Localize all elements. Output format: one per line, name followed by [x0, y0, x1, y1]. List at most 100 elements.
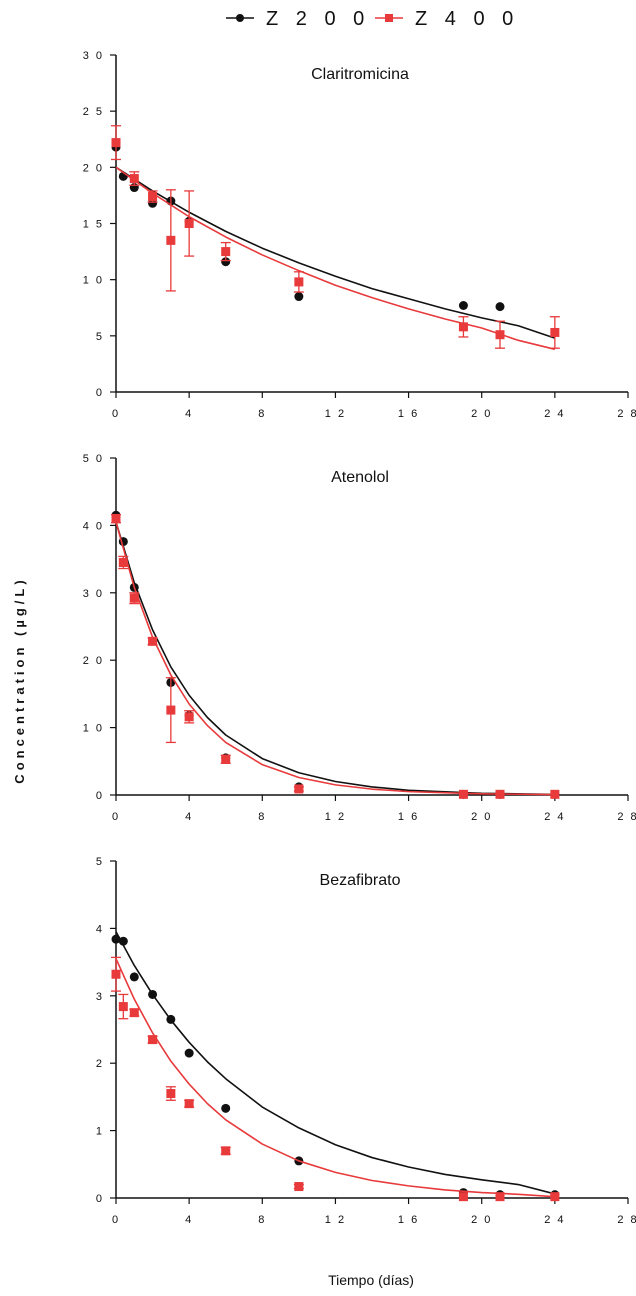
- data-point-z400: [458, 1192, 468, 1202]
- data-point-z200: [294, 292, 304, 302]
- y-tick-label: 2 0: [83, 162, 104, 174]
- data-point-z400: [148, 1035, 158, 1045]
- fit-curve-z400: [115, 521, 555, 796]
- data-point-z400: [166, 705, 176, 715]
- panel-title: Bezafibrato: [320, 872, 401, 889]
- fit-curve-z200: [115, 521, 555, 796]
- data-point-z200: [148, 989, 158, 999]
- x-tick-label: 0: [112, 408, 120, 420]
- y-tick-label: 3: [96, 991, 104, 1003]
- data-point-z400: [458, 322, 468, 332]
- y-tick-label: 2 5: [83, 106, 104, 118]
- x-tick-label: 2 8: [617, 408, 636, 420]
- data-point-z400: [495, 330, 505, 340]
- data-point-z400: [221, 1146, 231, 1156]
- panel-title: Claritromicina: [311, 66, 409, 83]
- data-point-z400: [550, 1192, 560, 1202]
- x-tick-label: 8: [258, 1214, 266, 1226]
- y-tick-label: 2 0: [83, 655, 104, 667]
- data-point-z200: [221, 1103, 231, 1113]
- data-point-z400: [118, 1002, 128, 1012]
- data-point-z400: [221, 754, 231, 764]
- data-point-z400: [129, 174, 139, 184]
- y-tick-label: 4: [96, 923, 104, 935]
- data-point-z400: [111, 969, 121, 979]
- data-point-z400: [495, 789, 505, 799]
- legend-label-z200: Z 2 0 0: [266, 8, 370, 30]
- x-tick-label: 1 6: [398, 408, 419, 420]
- data-point-z400: [294, 784, 304, 794]
- data-point-z200: [184, 1048, 194, 1058]
- x-tick-label: 1 2: [325, 408, 346, 420]
- x-tick-label: 8: [258, 408, 266, 420]
- data-point-z400: [294, 277, 304, 287]
- y-tick-label: 5 0: [83, 453, 104, 465]
- panel-title: Atenolol: [331, 469, 389, 486]
- y-axis-title: Concentration (µg/L): [12, 576, 27, 783]
- data-point-z400: [166, 1089, 176, 1099]
- data-point-z400: [294, 1182, 304, 1192]
- x-tick-label: 2 4: [544, 1214, 565, 1226]
- data-point-z400: [111, 138, 121, 148]
- x-tick-label: 2 0: [471, 811, 492, 823]
- x-tick-label: 0: [112, 1214, 120, 1226]
- legend: Z 2 0 0 Z 4 0 0: [226, 8, 519, 30]
- x-tick-label: 4: [185, 408, 193, 420]
- y-tick-label: 5: [96, 331, 104, 343]
- data-point-z400: [129, 593, 139, 603]
- y-tick-label: 1: [96, 1126, 104, 1138]
- data-point-z200: [458, 301, 468, 311]
- x-tick-label: 1 2: [325, 1214, 346, 1226]
- data-point-z200: [166, 1014, 176, 1024]
- panel-atenolol: 0 1 0 2 0 3 0 4 0 5 0 0 4 8 1 2 1 6 2 0 2 4 2 8 Atenol…: [83, 453, 636, 823]
- y-tick-label: 0: [96, 790, 104, 802]
- legend-label-z400: Z 4 0 0: [415, 8, 519, 30]
- y-tick-label: 3 0: [83, 588, 104, 600]
- fit-curve-z400: [115, 958, 555, 1198]
- x-axis-title: Tiempo (días): [328, 1272, 414, 1288]
- data-point-z400: [166, 235, 176, 245]
- data-point-z400: [550, 789, 560, 799]
- x-tick-label: 4: [185, 811, 193, 823]
- x-tick-label: 1 2: [325, 811, 346, 823]
- fit-curve-z200: [115, 166, 556, 339]
- data-point-z400: [184, 712, 194, 722]
- x-tick-label: 2 4: [544, 811, 565, 823]
- data-point-z400: [148, 192, 158, 202]
- y-tick-label: 4 0: [83, 520, 104, 532]
- y-tick-label: 0: [96, 1193, 104, 1205]
- data-point-z200: [221, 257, 231, 267]
- fit-curve-z200: [115, 931, 556, 1195]
- y-tick-label: 3 0: [83, 50, 104, 62]
- x-tick-label: 2 0: [471, 1214, 492, 1226]
- data-point-z400: [184, 219, 194, 228]
- data-point-z200: [129, 972, 139, 982]
- x-tick-label: 2 0: [471, 408, 492, 420]
- x-tick-label: 2 8: [617, 811, 636, 823]
- data-point-z400: [221, 247, 231, 257]
- data-point-z400: [550, 327, 560, 337]
- x-tick-label: 1 6: [398, 811, 419, 823]
- y-tick-label: 1 0: [83, 723, 104, 735]
- y-tick-label: 2: [96, 1058, 104, 1070]
- x-tick-label: 2 4: [544, 408, 565, 420]
- data-point-z400: [148, 636, 158, 646]
- legend-marker-z400: [385, 14, 393, 22]
- x-tick-label: 4: [185, 1214, 193, 1226]
- data-point-z400: [111, 514, 121, 524]
- data-point-z200: [118, 936, 128, 946]
- x-tick-label: 2 8: [617, 1214, 636, 1226]
- data-point-z200: [495, 302, 505, 312]
- x-tick-label: 8: [258, 811, 266, 823]
- x-tick-label: 1 6: [398, 1214, 419, 1226]
- data-point-z400: [184, 1099, 194, 1109]
- y-tick-label: 1 5: [83, 219, 104, 231]
- panel-claritromicina: 0 5 1 0 1 5 2 0 2 5 3 0 0 4 8 1 2 1 6 2 0 2 4 2 8 Clari…: [83, 50, 636, 420]
- y-tick-label: 0: [96, 387, 104, 399]
- data-point-z400: [458, 789, 468, 799]
- legend-marker-z200: [236, 14, 244, 22]
- data-point-z200: [111, 934, 121, 944]
